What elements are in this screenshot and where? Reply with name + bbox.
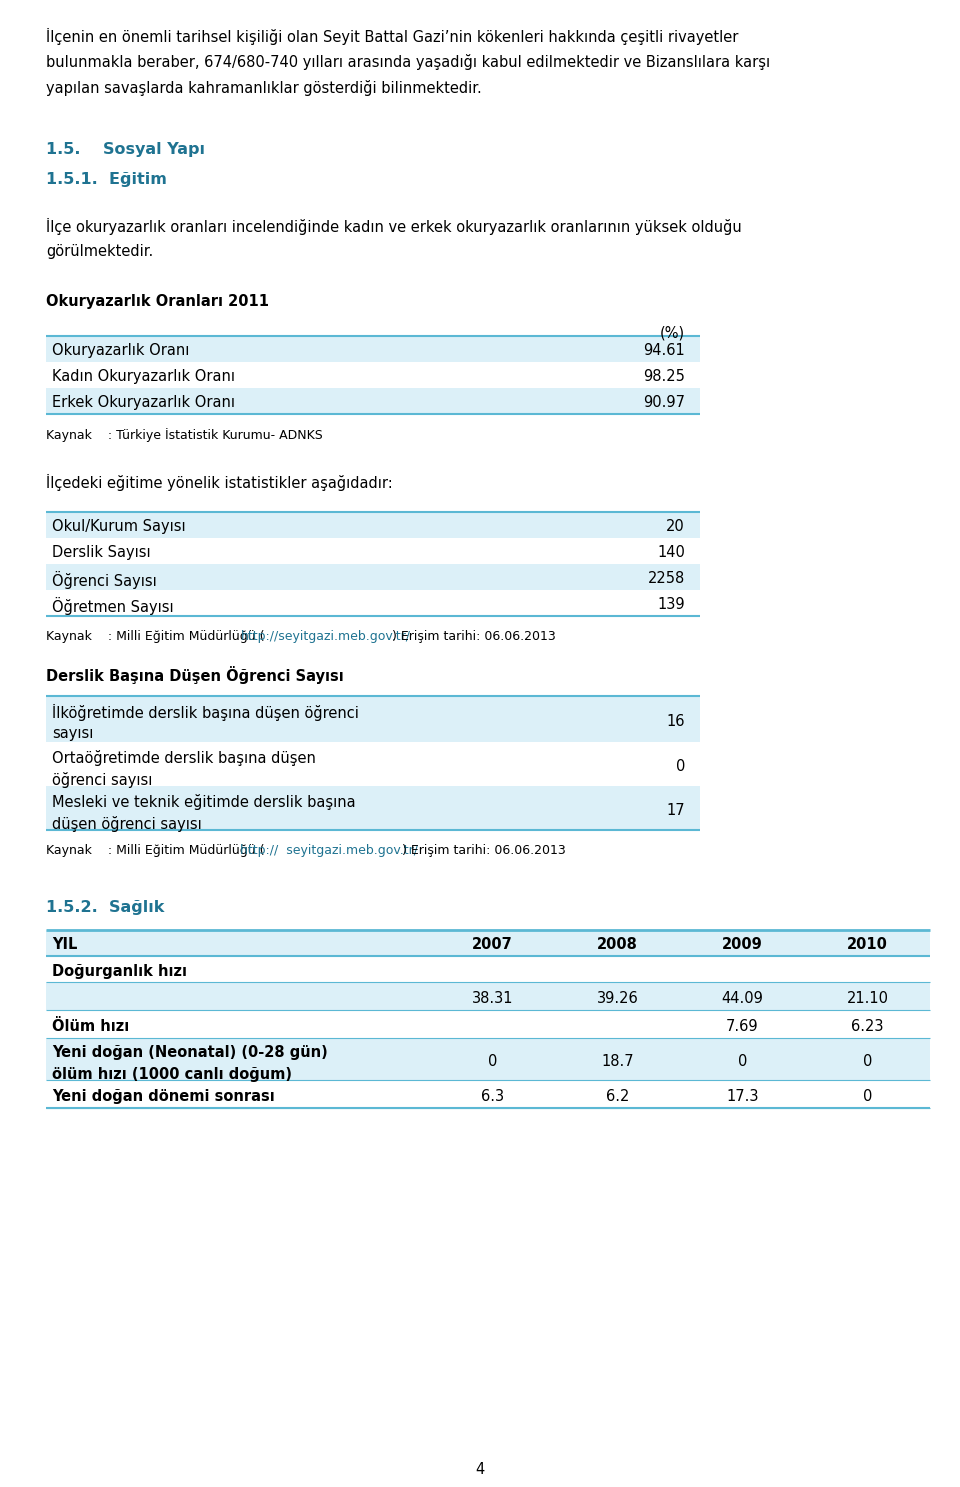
Text: http://seyitgazi.meb.gov.tr/: http://seyitgazi.meb.gov.tr/	[240, 630, 411, 642]
Bar	[46, 787, 700, 830]
Bar	[46, 696, 700, 742]
Text: 44.09: 44.09	[722, 990, 763, 1007]
Text: 98.25: 98.25	[643, 369, 685, 384]
Text: 6.2: 6.2	[606, 1088, 629, 1103]
Text: Derslik Sayısı: Derslik Sayısı	[52, 546, 151, 561]
Text: 1.5.2.  Sağlık: 1.5.2. Sağlık	[46, 900, 164, 915]
Text: 0: 0	[488, 1054, 497, 1069]
Text: 2008: 2008	[597, 937, 638, 952]
Text: 20: 20	[666, 519, 685, 534]
Text: Öğrenci Sayısı: Öğrenci Sayısı	[52, 571, 156, 589]
Bar	[46, 512, 700, 538]
Text: 39.26: 39.26	[596, 990, 638, 1007]
Text: 90.97: 90.97	[643, 396, 685, 410]
Text: Kadın Okuryazarlık Oranı: Kadın Okuryazarlık Oranı	[52, 369, 235, 384]
Text: Yeni doğan (Neonatal) (0-28 gün): Yeni doğan (Neonatal) (0-28 gün)	[52, 1045, 327, 1060]
Text: yapılan savaşlarda kahramanlıklar gösterdiği bilinmektedir.: yapılan savaşlarda kahramanlıklar göster…	[46, 80, 482, 97]
Text: düşen öğrenci sayısı: düşen öğrenci sayısı	[52, 816, 202, 833]
Text: 140: 140	[658, 546, 685, 561]
Bar	[46, 590, 700, 616]
Text: Kaynak    : Milli Eğitim Müdürlüğü (: Kaynak : Milli Eğitim Müdürlüğü (	[46, 630, 265, 642]
Text: ) Erişim tarihi: 06.06.2013: ) Erişim tarihi: 06.06.2013	[402, 845, 566, 857]
Text: İlçenin en önemli tarihsel kişiliği olan Seyit Battal Gazi’nin kökenleri hakkınd: İlçenin en önemli tarihsel kişiliği olan…	[46, 28, 738, 45]
Text: öğrenci sayısı: öğrenci sayısı	[52, 772, 153, 788]
Text: 1.5.1.  Eğitim: 1.5.1. Eğitim	[46, 172, 167, 187]
Text: Okuryazarlık Oranı: Okuryazarlık Oranı	[52, 343, 189, 358]
Text: 38.31: 38.31	[471, 990, 514, 1007]
Text: 0: 0	[738, 1054, 747, 1069]
Bar	[46, 1080, 930, 1108]
Text: Derslik Başına Düşen Öğrenci Sayısı: Derslik Başına Düşen Öğrenci Sayısı	[46, 666, 344, 684]
Bar	[46, 981, 930, 1010]
Text: 2009: 2009	[722, 937, 763, 952]
Text: sayısı: sayısı	[52, 726, 93, 741]
Text: İlköğretimde derslik başına düşen öğrenci: İlköğretimde derslik başına düşen öğrenc…	[52, 703, 359, 721]
Text: 2010: 2010	[847, 937, 888, 952]
Text: 0: 0	[863, 1088, 873, 1103]
Text: YIL: YIL	[52, 937, 78, 952]
Text: 6.23: 6.23	[852, 1019, 884, 1033]
Text: (%): (%)	[660, 326, 685, 341]
Bar	[46, 336, 700, 361]
Bar	[46, 361, 700, 388]
Bar	[46, 1010, 930, 1038]
Text: 0: 0	[676, 758, 685, 775]
Text: Ortaöğretimde derslik başına düşen: Ortaöğretimde derslik başına düşen	[52, 749, 316, 766]
Text: Okuryazarlık Oranları 2011: Okuryazarlık Oranları 2011	[46, 294, 269, 309]
Text: 2007: 2007	[472, 937, 513, 952]
Bar	[46, 929, 930, 956]
Text: Öğretmen Sayısı: Öğretmen Sayısı	[52, 596, 174, 616]
Text: görülmektedir.: görülmektedir.	[46, 244, 154, 259]
Bar	[46, 388, 700, 413]
Text: 18.7: 18.7	[601, 1054, 634, 1069]
Text: 1.5.    Sosyal Yapı: 1.5. Sosyal Yapı	[46, 141, 205, 158]
Text: 21.10: 21.10	[847, 990, 889, 1007]
Bar	[46, 564, 700, 590]
Text: Kaynak    : Milli Eğitim Müdürlüğü (: Kaynak : Milli Eğitim Müdürlüğü (	[46, 845, 265, 857]
Text: 17.3: 17.3	[727, 1088, 758, 1103]
Bar	[46, 956, 930, 981]
Text: ) Erişim tarihi: 06.06.2013: ) Erişim tarihi: 06.06.2013	[392, 630, 555, 642]
Text: İlçe okuryazarlık oranları incelendiğinde kadın ve erkek okuryazarlık oranlarını: İlçe okuryazarlık oranları incelendiğind…	[46, 219, 742, 235]
Text: 2258: 2258	[648, 571, 685, 586]
Bar	[46, 538, 700, 564]
Text: 16: 16	[666, 714, 685, 729]
Text: 0: 0	[863, 1054, 873, 1069]
Text: Yeni doğan dönemi sonrası: Yeni doğan dönemi sonrası	[52, 1088, 275, 1103]
Text: Erkek Okuryazarlık Oranı: Erkek Okuryazarlık Oranı	[52, 396, 235, 410]
Text: Kaynak    : Türkiye İstatistik Kurumu- ADNKS: Kaynak : Türkiye İstatistik Kurumu- ADNK…	[46, 428, 323, 442]
Text: ölüm hızı (1000 canlı doğum): ölüm hızı (1000 canlı doğum)	[52, 1068, 292, 1083]
Bar	[46, 1038, 930, 1080]
Text: İlçedeki eğitime yönelik istatistikler aşağıdadır:: İlçedeki eğitime yönelik istatistikler a…	[46, 474, 393, 491]
Text: http://  seyitgazi.meb.gov.tr/: http:// seyitgazi.meb.gov.tr/	[240, 845, 419, 857]
Text: Mesleki ve teknik eğitimde derslik başına: Mesleki ve teknik eğitimde derslik başın…	[52, 794, 355, 810]
Text: Doğurganlık hızı: Doğurganlık hızı	[52, 964, 187, 978]
Text: 7.69: 7.69	[726, 1019, 758, 1033]
Text: 17: 17	[666, 803, 685, 818]
Text: Ölüm hızı: Ölüm hızı	[52, 1019, 130, 1033]
Text: Okul/Kurum Sayısı: Okul/Kurum Sayısı	[52, 519, 185, 534]
Text: 139: 139	[658, 596, 685, 613]
Text: 6.3: 6.3	[481, 1088, 504, 1103]
Bar	[46, 742, 700, 787]
Text: 94.61: 94.61	[643, 343, 685, 358]
Text: 4: 4	[475, 1462, 485, 1477]
Text: bulunmakla beraber, 674/680-740 yılları arasında yaşadığı kabul edilmektedir ve : bulunmakla beraber, 674/680-740 yılları …	[46, 54, 770, 70]
